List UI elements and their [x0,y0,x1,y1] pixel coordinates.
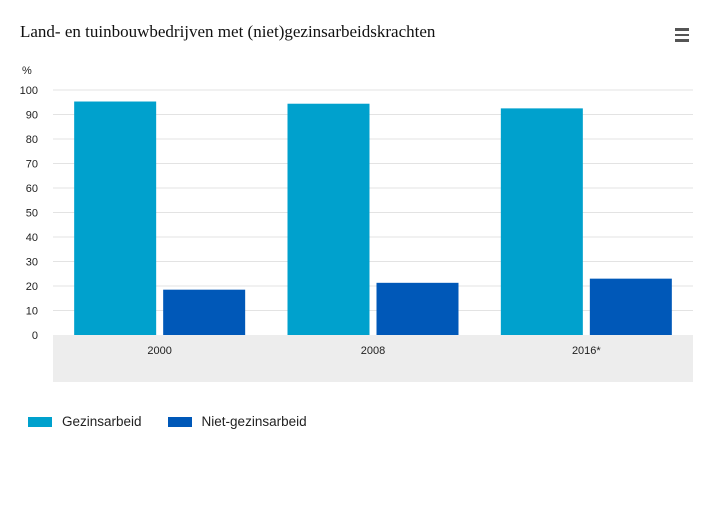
chart-title: Land- en tuinbouwbedrijven met (niet)gez… [20,22,436,41]
bar-niet-gezinsarbeid-2016[interactable] [589,278,672,335]
hamburger-menu-icon[interactable] [673,28,691,46]
bar-gezinsarbeid-2016[interactable] [500,108,583,335]
x-axis-band [53,335,693,382]
legend-item-gezinsarbeid[interactable]: Gezinsarbeid [28,414,142,429]
x-tick-label: 2008 [361,345,385,357]
x-tick-label: 2016* [572,345,601,357]
bar-gezinsarbeid-2008[interactable] [287,103,370,335]
y-tick-label: 10 [26,306,38,318]
y-tick-label: 60 [26,183,38,195]
legend-swatch-niet-gezinsarbeid [167,416,192,427]
y-axis-unit-label: % [22,65,32,77]
y-tick-label: 50 [26,208,38,220]
legend: Gezinsarbeid Niet-gezinsarbeid [28,414,333,429]
bar-niet-gezinsarbeid-2008[interactable] [376,282,459,335]
y-tick-label: 0 [32,330,38,342]
legend-item-niet-gezinsarbeid[interactable]: Niet-gezinsarbeid [167,414,307,429]
y-tick-label: 100 [20,85,38,97]
y-tick-label: 30 [26,257,38,269]
legend-label-niet-gezinsarbeid: Niet-gezinsarbeid [201,414,307,429]
bar-niet-gezinsarbeid-2000[interactable] [163,289,246,335]
bar-gezinsarbeid-2000[interactable] [74,101,157,335]
legend-swatch-gezinsarbeid [28,416,52,427]
y-tick-label: 40 [26,232,38,244]
y-tick-label: 70 [26,159,38,171]
y-tick-label: 80 [26,134,38,146]
y-tick-label: 90 [26,110,38,122]
y-tick-label: 20 [26,281,38,293]
x-tick-label: 2000 [147,345,171,357]
legend-label-gezinsarbeid: Gezinsarbeid [62,414,142,429]
